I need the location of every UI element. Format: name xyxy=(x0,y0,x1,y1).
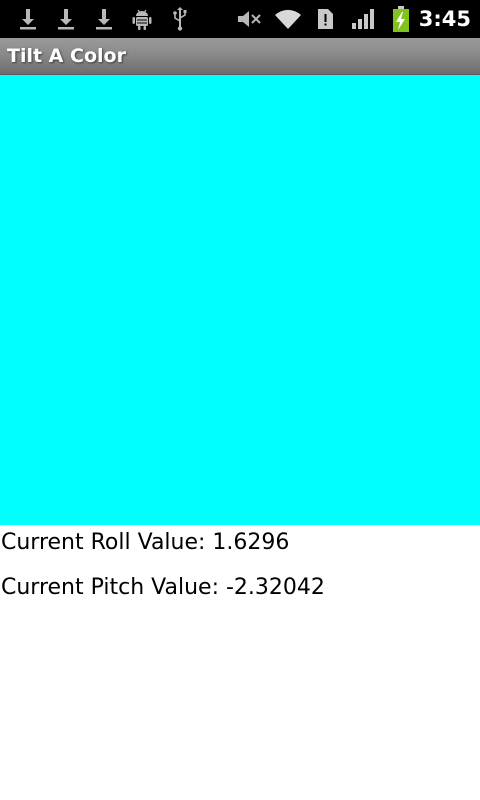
app-title-bar: Tilt A Color xyxy=(0,38,480,75)
app-title: Tilt A Color xyxy=(7,45,126,67)
status-time: 3:45 xyxy=(418,7,471,31)
status-bar: 3:45 xyxy=(0,0,480,38)
tilt-color-panel xyxy=(0,75,480,525)
android-debug-icon xyxy=(130,5,154,33)
download-icon xyxy=(55,5,77,33)
sd-card-icon xyxy=(314,5,336,33)
battery-charging-icon xyxy=(390,5,412,33)
download-icon xyxy=(93,5,115,33)
signal-icon xyxy=(350,5,378,33)
usb-icon xyxy=(170,5,190,33)
pitch-value-label: Current Pitch Value: -2.32042 xyxy=(1,575,325,600)
wifi-icon xyxy=(273,5,303,33)
roll-value-label: Current Roll Value: 1.6296 xyxy=(1,530,290,555)
mute-icon xyxy=(234,5,264,33)
download-icon xyxy=(17,5,39,33)
